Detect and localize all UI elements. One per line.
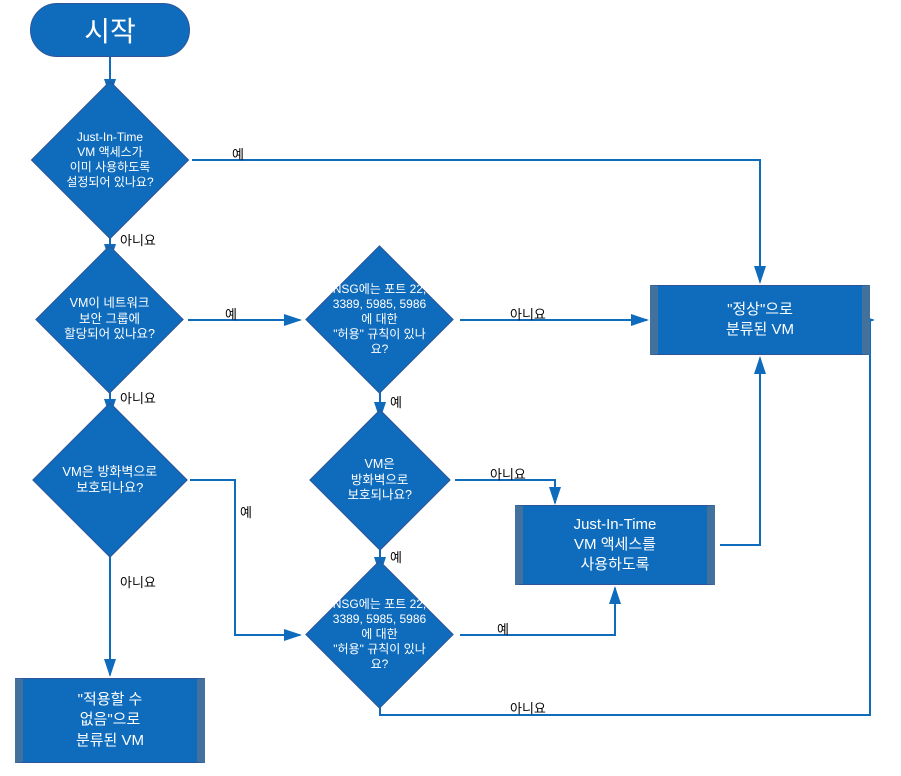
decision-nsg-allow-rules-1-label: NSG에는 포트 22,3389, 5985, 5986에 대한"허용" 규칙이…: [328, 282, 431, 357]
edge-label-e10: 예: [390, 547, 402, 566]
process-healthy-vm: "정상"으로분류된 VM: [650, 285, 870, 355]
edge-label-e12: 아니요: [510, 698, 546, 717]
edge-d1-healthy: [192, 160, 760, 282]
edge-label-e6: 예: [390, 392, 402, 411]
decision-firewall-2-label: VM은방화벽으로보호되나요?: [331, 457, 429, 504]
flowchart-canvas: 시작 Just-In-TimeVM 액세스가이미 사용하도록설정되어 있나요? …: [0, 0, 901, 776]
edge-label-e3: 예: [225, 304, 237, 323]
edge-label-e7: 예: [240, 502, 252, 521]
edge-jit-healthy: [720, 358, 760, 545]
start-node: 시작: [30, 3, 190, 57]
decision-jit-enabled-label: Just-In-TimeVM 액세스가이미 사용하도록설정되어 있나요?: [55, 130, 165, 190]
start-label: 시작: [84, 10, 136, 50]
process-enable-jit: Just-In-TimeVM 액세스를사용하도록: [515, 505, 715, 585]
edge-d6-jit: [460, 588, 615, 635]
edge-d5-jit: [455, 480, 555, 503]
edge-label-e4: 아니요: [510, 304, 546, 323]
process-na-vm-label: "적용할 수없음"으로분류된 VM: [76, 690, 144, 751]
process-healthy-vm-label: "정상"으로분류된 VM: [726, 300, 794, 341]
edge-label-e2: 아니요: [120, 230, 156, 249]
decision-nsg-allow-rules-2-label: NSG에는 포트 22,3389, 5985, 5986에 대한"허용" 규칙이…: [328, 597, 431, 672]
edge-label-e1: 예: [232, 144, 244, 163]
process-enable-jit-label: Just-In-TimeVM 액세스를사용하도록: [574, 515, 657, 576]
edge-label-e8: 아니요: [120, 572, 156, 591]
process-na-vm: "적용할 수없음"으로분류된 VM: [15, 678, 205, 763]
edge-label-e9: 아니요: [490, 464, 526, 483]
edge-label-e5: 아니요: [120, 388, 156, 407]
edge-label-e11: 예: [497, 619, 509, 638]
decision-firewall-1-label: VM은 방화벽으로보호되나요?: [56, 464, 164, 497]
decision-nsg-assigned-label: VM이 네트워크보안 그룹에할당되어 있나요?: [58, 296, 161, 343]
